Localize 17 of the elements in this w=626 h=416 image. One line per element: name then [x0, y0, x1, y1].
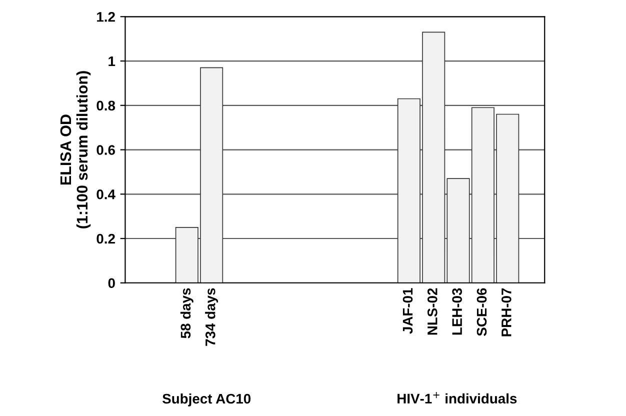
y-tick-label: 0.2 — [96, 234, 115, 244]
x-tick-label: 58 days — [180, 288, 194, 338]
y-tick-label: 0.6 — [96, 145, 115, 155]
y-axis-title: ELISA OD (1:100 serum dilution) — [60, 71, 91, 228]
x-tick-label: NLS-02 — [427, 288, 438, 335]
x-tick-label: JAF-01 — [402, 288, 413, 334]
text: HIV-1$^{+}$ individuals — [398, 392, 517, 404]
x-tick-label: PRH-07 — [502, 288, 512, 336]
y-tick-label: 0.8 — [96, 100, 116, 111]
y-tick-label: 1.2 — [97, 12, 115, 22]
x-tick-label: LEH-03 — [452, 288, 462, 335]
y-tick-label: 0.4 — [96, 189, 116, 200]
y-tick-label: 1 — [108, 56, 116, 66]
y-tick-label: 0 — [108, 278, 115, 288]
x-tick-label: SCE-06 — [476, 288, 487, 336]
text: Subject AC10 — [162, 393, 251, 406]
x-tick-label: 734 days — [205, 288, 218, 346]
